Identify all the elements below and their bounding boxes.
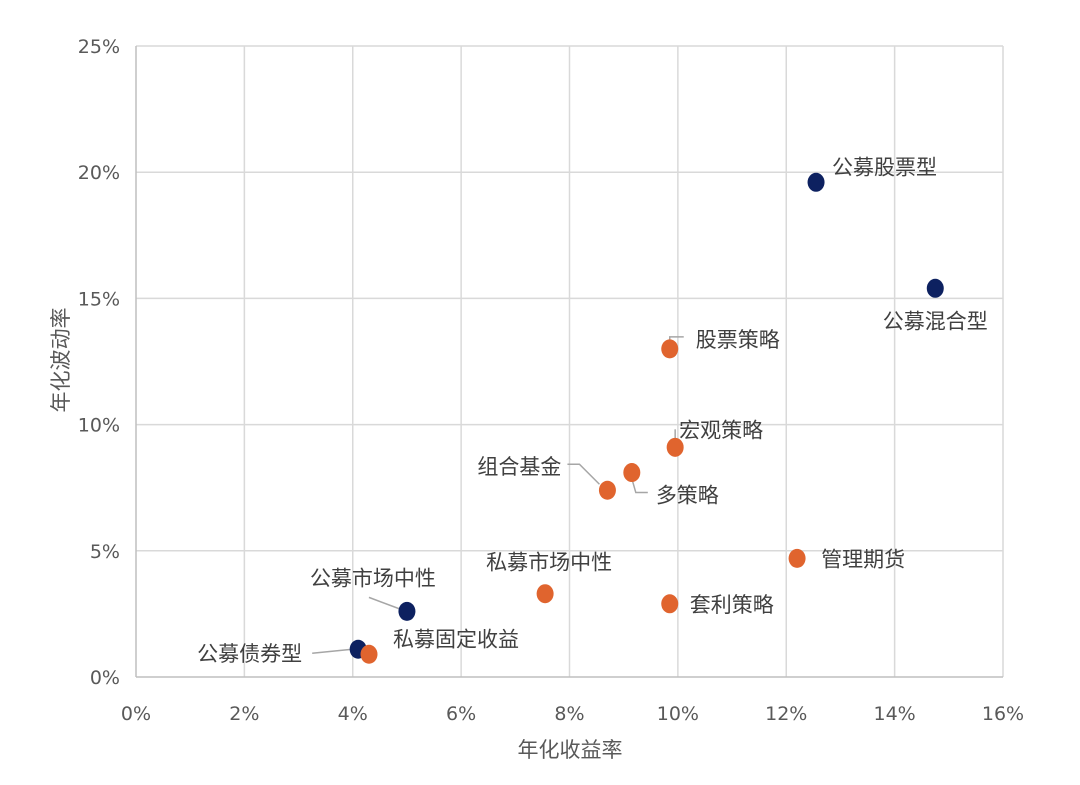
leader-lines <box>312 336 684 654</box>
y-tick-label: 5% <box>90 541 120 563</box>
scatter-point <box>926 278 944 298</box>
point-label: 多策略 <box>656 484 719 508</box>
x-tick-label: 0% <box>121 703 151 725</box>
point-label: 宏观策略 <box>679 418 763 442</box>
scatter-point <box>807 172 825 192</box>
y-tick-label: 0% <box>90 667 120 689</box>
scatter-point <box>661 339 679 359</box>
data-points <box>349 172 944 664</box>
scatter-point <box>661 594 679 614</box>
label-leader-line <box>567 463 600 485</box>
point-label: 股票策略 <box>696 328 780 352</box>
y-tick-label: 15% <box>78 288 120 310</box>
tick-labels: 0% 2% 4% 6% 8% 10% 12% 14% 16% 0% 5% 10% 15% 20% 25% <box>78 36 1024 725</box>
scatter-point <box>666 437 684 457</box>
label-leader-line <box>312 648 353 654</box>
y-axis-title: 年化波动率 <box>49 308 73 413</box>
point-label: 管理期货 <box>821 547 905 571</box>
x-axis-title: 年化收益率 <box>518 738 623 762</box>
x-tick-label: 2% <box>229 703 259 725</box>
point-label: 私募固定收益 <box>393 627 519 651</box>
scatter-point <box>398 601 416 621</box>
axes <box>135 46 1003 678</box>
point-label: 公募股票型 <box>832 155 937 179</box>
x-tick-label: 10% <box>657 703 699 725</box>
point-label: 公募债券型 <box>197 642 302 666</box>
scatter-point <box>788 548 806 568</box>
x-tick-label: 4% <box>338 703 368 725</box>
x-tick-label: 16% <box>982 703 1024 725</box>
y-tick-label: 10% <box>78 415 120 437</box>
point-label: 组合基金 <box>477 455 561 479</box>
point-label: 套利策略 <box>690 593 774 617</box>
point-label: 私募市场中性 <box>486 551 612 575</box>
gridlines <box>136 45 1004 677</box>
scatter-point <box>536 584 554 604</box>
x-tick-label: 12% <box>765 703 807 725</box>
y-tick-label: 20% <box>78 162 120 184</box>
point-label: 公募混合型 <box>883 309 988 333</box>
point-label: 公募市场中性 <box>310 566 436 590</box>
label-leader-line <box>631 478 648 494</box>
scatter-point <box>598 480 616 500</box>
label-leader-line <box>368 596 402 611</box>
scatter-point <box>360 644 378 664</box>
scatter-point <box>623 463 641 483</box>
x-tick-label: 6% <box>446 703 476 725</box>
x-tick-label: 14% <box>874 703 916 725</box>
y-tick-label: 25% <box>78 36 120 58</box>
x-tick-label: 8% <box>554 703 584 725</box>
